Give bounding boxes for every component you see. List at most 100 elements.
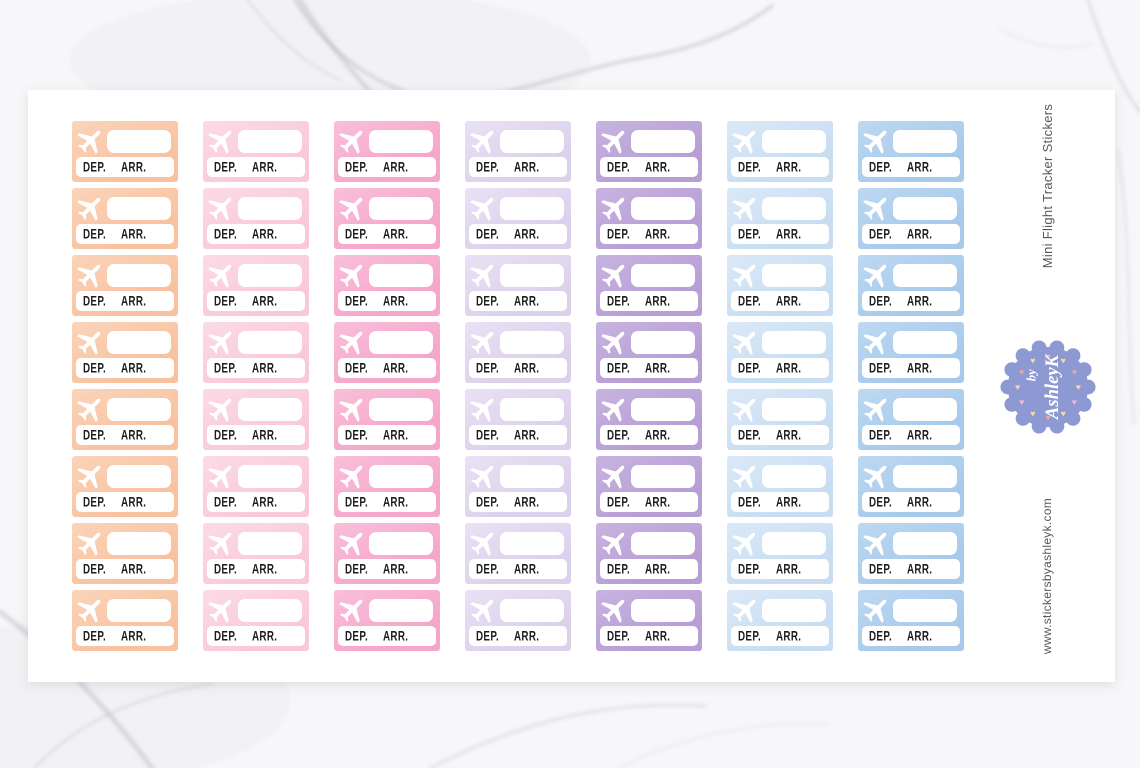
flight-write-in-box <box>500 130 564 153</box>
arr-label: ARR. <box>645 226 671 242</box>
dep-label: DEP. <box>214 226 238 242</box>
airplane-icon <box>862 192 894 222</box>
airplane-icon <box>207 192 239 222</box>
sticker-light-blue: DEP. ARR. <box>727 188 833 249</box>
dep-label: DEP. <box>607 427 631 443</box>
dep-label: DEP. <box>738 226 762 242</box>
airplane-icon <box>338 192 370 222</box>
dep-arr-box: DEP. ARR. <box>338 358 436 378</box>
airplane-icon <box>600 125 632 155</box>
dep-label: DEP. <box>738 561 762 577</box>
airplane-icon <box>862 326 894 356</box>
arr-label: ARR. <box>121 360 147 376</box>
badge-by-text: by <box>1024 369 1038 381</box>
airplane-icon <box>600 460 632 490</box>
airplane-icon <box>207 594 239 624</box>
arr-label: ARR. <box>514 561 540 577</box>
flight-write-in-box <box>631 264 695 287</box>
dep-label: DEP. <box>345 159 369 175</box>
arr-label: ARR. <box>776 561 802 577</box>
sticker-lavender: DEP. ARR. <box>465 121 571 182</box>
arr-label: ARR. <box>252 360 278 376</box>
dep-arr-box: DEP. ARR. <box>338 492 436 512</box>
sticker-peach: DEP. ARR. <box>72 255 178 316</box>
dep-arr-box: DEP. ARR. <box>338 291 436 311</box>
arr-label: ARR. <box>645 360 671 376</box>
dep-arr-box: DEP. ARR. <box>731 157 829 177</box>
dep-arr-box: DEP. ARR. <box>731 492 829 512</box>
heart-icon: ♥ <box>1061 356 1066 366</box>
sticker-hot-pink: DEP. ARR. <box>334 389 440 450</box>
dep-arr-box: DEP. ARR. <box>76 559 174 579</box>
dep-label: DEP. <box>83 494 107 510</box>
sticker-lavender: DEP. ARR. <box>465 322 571 383</box>
flight-write-in-box <box>369 130 433 153</box>
sticker-peach: DEP. ARR. <box>72 389 178 450</box>
airplane-icon <box>76 259 108 289</box>
dep-arr-box: DEP. ARR. <box>469 492 567 512</box>
dep-arr-box: DEP. ARR. <box>862 492 960 512</box>
sticker-light-blue: DEP. ARR. <box>727 389 833 450</box>
dep-arr-box: DEP. ARR. <box>862 358 960 378</box>
flight-write-in-box <box>893 264 957 287</box>
sticker-pink: DEP. ARR. <box>203 255 309 316</box>
flight-write-in-box <box>893 532 957 555</box>
airplane-icon <box>469 259 501 289</box>
flight-write-in-box <box>500 398 564 421</box>
sticker-purple: DEP. ARR. <box>596 121 702 182</box>
heart-icon: ♥ <box>1030 356 1035 366</box>
dep-label: DEP. <box>869 427 893 443</box>
dep-label: DEP. <box>83 427 107 443</box>
dep-label: DEP. <box>83 561 107 577</box>
dep-label: DEP. <box>83 226 107 242</box>
sticker-lavender: DEP. ARR. <box>465 389 571 450</box>
flight-write-in-box <box>631 331 695 354</box>
sticker-hot-pink: DEP. ARR. <box>334 188 440 249</box>
flight-write-in-box <box>107 398 171 421</box>
flight-write-in-box <box>893 130 957 153</box>
dep-arr-box: DEP. ARR. <box>207 425 305 445</box>
flight-write-in-box <box>369 331 433 354</box>
airplane-icon <box>469 594 501 624</box>
sticker-purple: DEP. ARR. <box>596 322 702 383</box>
flight-write-in-box <box>238 264 302 287</box>
airplane-icon <box>338 527 370 557</box>
airplane-icon <box>731 259 763 289</box>
dep-label: DEP. <box>214 628 238 644</box>
arr-label: ARR. <box>514 494 540 510</box>
airplane-icon <box>600 259 632 289</box>
airplane-icon <box>862 460 894 490</box>
sticker-blue: DEP. ARR. <box>858 523 964 584</box>
dep-arr-box: DEP. ARR. <box>731 224 829 244</box>
sticker-peach: DEP. ARR. <box>72 322 178 383</box>
sticker-purple: DEP. ARR. <box>596 389 702 450</box>
sticker-lavender: DEP. ARR. <box>465 188 571 249</box>
dep-label: DEP. <box>869 628 893 644</box>
airplane-icon <box>207 326 239 356</box>
dep-arr-box: DEP. ARR. <box>207 626 305 646</box>
dep-label: DEP. <box>214 293 238 309</box>
arr-label: ARR. <box>252 628 278 644</box>
airplane-icon <box>731 192 763 222</box>
airplane-icon <box>862 527 894 557</box>
arr-label: ARR. <box>907 427 933 443</box>
sticker-purple: DEP. ARR. <box>596 188 702 249</box>
sticker-pink: DEP. ARR. <box>203 188 309 249</box>
dep-label: DEP. <box>738 427 762 443</box>
flight-write-in-box <box>762 532 826 555</box>
dep-arr-box: DEP. ARR. <box>338 224 436 244</box>
arr-label: ARR. <box>383 360 409 376</box>
flight-write-in-box <box>762 264 826 287</box>
dep-label: DEP. <box>607 561 631 577</box>
airplane-icon <box>469 460 501 490</box>
flight-write-in-box <box>762 599 826 622</box>
heart-icon: ♥ <box>1019 397 1024 407</box>
arr-label: ARR. <box>514 628 540 644</box>
arr-label: ARR. <box>907 628 933 644</box>
airplane-icon <box>338 393 370 423</box>
airplane-icon <box>76 125 108 155</box>
arr-label: ARR. <box>252 159 278 175</box>
sticker-peach: DEP. ARR. <box>72 121 178 182</box>
sticker-peach: DEP. ARR. <box>72 188 178 249</box>
arr-label: ARR. <box>121 494 147 510</box>
